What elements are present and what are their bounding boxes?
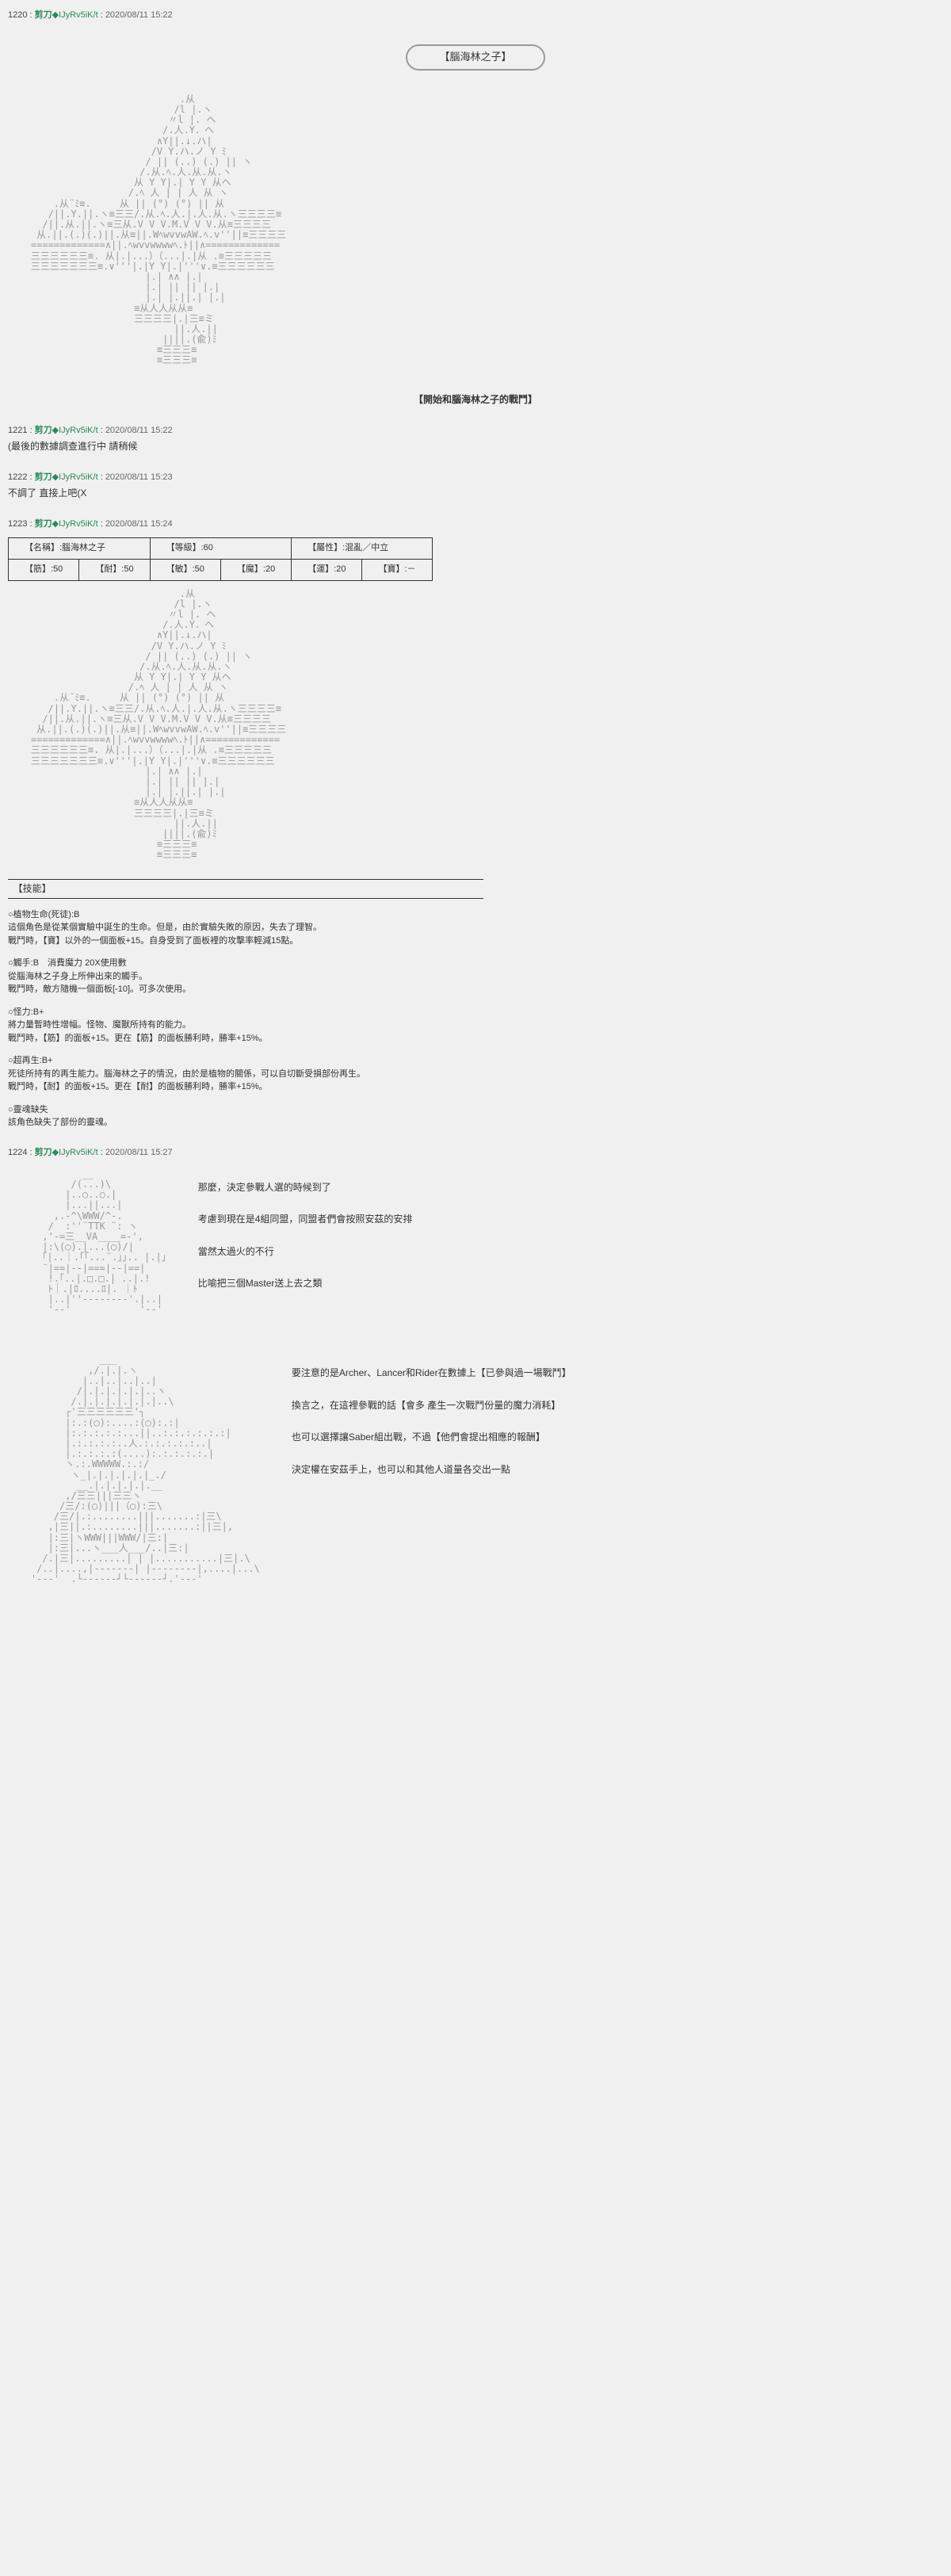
skill-4: ○超再生:B+ 死徒所持有的再生能力。腦海林之子的情況，由於是植物的關係，可以自…	[8, 1054, 943, 1094]
post-header: 1220 : 剪刀◆IJyRv5iK/t : 2020/08/11 15:22	[8, 8, 943, 21]
post-body: 【名稱】:腦海林之子 【等級】:60 【屬性】:混亂／中立 【筋】:50 【耐】…	[8, 537, 943, 1129]
post-body: (最後的數據調查進行中 請稍候	[8, 439, 943, 454]
dialogue-line: 那麼，決定參戰人選的時候到了	[198, 1177, 413, 1198]
skill-name: ○靈魂缺失	[8, 1103, 943, 1117]
ascii-art-skull-large: ___ ,/.|.|.ヽ |..|..|..|..| /|.|.|.|.|.|.…	[8, 1355, 260, 1584]
post-1223: 1223 : 剪刀◆IJyRv5iK/t : 2020/08/11 15:24 …	[8, 517, 943, 1129]
post-date: 2020/08/11 15:22	[105, 426, 173, 435]
skill-3: ○怪力:B+ 將力量暫時性增幅。怪物、魔獸所持有的能力。 戰鬥時，【筋】的面板+…	[8, 1006, 943, 1045]
skill-desc: 從腦海林之子身上所伸出來的觸手。	[8, 972, 147, 981]
skill-desc: 戰鬥時，敵方隨機一個面板[-10]。可多次使用。	[8, 984, 191, 994]
skills-header: 【技能】	[8, 879, 483, 899]
skill-2: ○觸手:B 消費魔力 20X使用數 從腦海林之子身上所伸出來的觸手。 戰鬥時，敵…	[8, 957, 943, 996]
post-trip: ◆IJyRv5iK/t	[52, 426, 98, 435]
post-body: 不調了 直接上吧(X	[8, 486, 943, 501]
post-body: 【腦海林之子】 .从 /l |.ヽ 〃l |. ヘ /.人.Y．ヘ ∧Y||.↓…	[8, 44, 943, 407]
post-name[interactable]: 剪刀	[35, 10, 52, 20]
skill-desc: 這個角色是從某個實驗中誕生的生命。但是，由於實驗失敗的原因，失去了理智。	[8, 923, 322, 932]
dialogue-text: 要注意的是Archer、Lancer和Rider在數據上【已參與過一場戰鬥】 換…	[292, 1347, 571, 1491]
post-number: 1223	[8, 519, 27, 529]
post-1221: 1221 : 剪刀◆IJyRv5iK/t : 2020/08/11 15:22 …	[8, 423, 943, 454]
skill-desc: 將力量暫時性增幅。怪物、魔獸所持有的能力。	[8, 1020, 191, 1030]
post-body: __ /(...)\ |..○..○.| |...||...| ,.-^\WWW…	[8, 1161, 943, 1593]
post-1220: 1220 : 剪刀◆IJyRv5iK/t : 2020/08/11 15:22 …	[8, 8, 943, 407]
post-date: 2020/08/11 15:27	[105, 1148, 173, 1157]
ascii-art-skull-small: __ /(...)\ |..○..○.| |...||...| ,.-^\WWW…	[8, 1169, 166, 1316]
stat-agi: 【敏】:50	[150, 560, 220, 581]
stat-level: 【等級】:60	[150, 538, 292, 560]
skill-name: ○植物生命(死徒):B	[8, 908, 943, 922]
dialogue-block-2: ___ ,/.|.|.ヽ |..|..|..|..| /|.|.|.|.|.|.…	[8, 1347, 943, 1592]
stat-str: 【筋】:50	[9, 560, 79, 581]
battle-start-text: 【開始和腦海林之子的戰鬥】	[8, 392, 943, 407]
post-number: 1222	[8, 472, 27, 482]
post-header: 1222 : 剪刀◆IJyRv5iK/t : 2020/08/11 15:23	[8, 470, 943, 483]
stats-row-1: 【名稱】:腦海林之子 【等級】:60 【屬性】:混亂／中立	[9, 538, 433, 560]
skill-name: ○觸手:B 消費魔力 20X使用數	[8, 957, 943, 970]
skill-name: ○超再生:B+	[8, 1054, 943, 1068]
title-text: 【腦海林之子】	[406, 44, 544, 71]
title-box: 【腦海林之子】	[8, 44, 943, 71]
stats-table: 【名稱】:腦海林之子 【等級】:60 【屬性】:混亂／中立 【筋】:50 【耐】…	[8, 537, 433, 580]
post-name[interactable]: 剪刀	[35, 472, 52, 482]
post-date: 2020/08/11 15:23	[105, 472, 173, 482]
stat-end: 【耐】:50	[79, 560, 150, 581]
post-name[interactable]: 剪刀	[35, 519, 52, 529]
skill-desc: 戰鬥時，【耐】的面板+15。更在【耐】的面板勝利時，勝率+15%。	[8, 1082, 268, 1091]
post-header: 1223 : 剪刀◆IJyRv5iK/t : 2020/08/11 15:24	[8, 517, 943, 529]
stat-mag: 【魔】:20	[220, 560, 291, 581]
post-number: 1224	[8, 1148, 27, 1157]
post-number: 1221	[8, 426, 27, 435]
dialogue-line: 考慮到現在是4組同盟，同盟者們會按照安茲的安排	[198, 1209, 413, 1229]
post-trip: ◆IJyRv5iK/t	[52, 1148, 98, 1157]
stats-row-2: 【筋】:50 【耐】:50 【敏】:50 【魔】:20 【運】:20 【寶】:－	[9, 560, 433, 581]
post-header: 1224 : 剪刀◆IJyRv5iK/t : 2020/08/11 15:27	[8, 1145, 943, 1158]
skills-header-text: 【技能】	[13, 883, 52, 894]
skill-1: ○植物生命(死徒):B 這個角色是從某個實驗中誕生的生命。但是，由於實驗失敗的原…	[8, 908, 943, 948]
ascii-art-tree: .从 /l |.ヽ 〃l |. ヘ /.人.Y．ヘ ∧Y||.↓.ハ| /V Y…	[8, 94, 943, 376]
post-number: 1220	[8, 10, 27, 20]
dialogue-line: 要注意的是Archer、Lancer和Rider在數據上【已參與過一場戰鬥】	[292, 1363, 571, 1383]
post-trip: ◆IJyRv5iK/t	[52, 10, 98, 20]
dialogue-block-1: __ /(...)\ |..○..○.| |...||...| ,.-^\WWW…	[8, 1161, 943, 1324]
skill-desc: 該角色缺失了部份的靈魂。	[8, 1118, 113, 1127]
post-trip: ◆IJyRv5iK/t	[52, 519, 98, 529]
stat-align: 【屬性】:混亂／中立	[292, 538, 432, 560]
skill-desc: 戰鬥時，【筋】的面板+15。更在【筋】的面板勝利時，勝率+15%。	[8, 1034, 268, 1043]
post-date: 2020/08/11 15:22	[105, 10, 173, 20]
post-1222: 1222 : 剪刀◆IJyRv5iK/t : 2020/08/11 15:23 …	[8, 470, 943, 501]
skill-desc: 戰鬥時，【寶】以外的一個面板+15。自身受到了面板裡的攻擊率輕減15點。	[8, 936, 298, 946]
post-name[interactable]: 剪刀	[35, 1148, 52, 1157]
dialogue-line: 也可以選擇讓Saber組出戰，不過【他們會提出相應的報酬】	[292, 1427, 571, 1447]
stat-np: 【寶】:－	[362, 560, 432, 581]
dialogue-line: 當然太過火的不行	[198, 1241, 413, 1262]
stat-luk: 【運】:20	[292, 560, 362, 581]
dialogue-line: 比喻把三個Master送上去之類	[198, 1273, 413, 1294]
skill-5: ○靈魂缺失 該角色缺失了部份的靈魂。	[8, 1103, 943, 1129]
post-1224: 1224 : 剪刀◆IJyRv5iK/t : 2020/08/11 15:27 …	[8, 1145, 943, 1593]
dialogue-line: 決定權在安茲手上，也可以和其他人道量各交出一點	[292, 1459, 571, 1480]
dialogue-line: 換言之，在這裡參戰的話【會多 產生一次戰鬥份量的魔力消耗】	[292, 1395, 571, 1416]
post-date: 2020/08/11 15:24	[105, 519, 173, 529]
stat-name: 【名稱】:腦海林之子	[9, 538, 151, 560]
post-trip: ◆IJyRv5iK/t	[52, 472, 98, 482]
post-name[interactable]: 剪刀	[35, 426, 52, 435]
post-header: 1221 : 剪刀◆IJyRv5iK/t : 2020/08/11 15:22	[8, 423, 943, 436]
dialogue-text: 那麼，決定參戰人選的時候到了 考慮到現在是4組同盟，同盟者們會按照安茲的安排 當…	[198, 1161, 413, 1305]
skill-desc: 死徒所持有的再生能力。腦海林之子的情況，由於是植物的關係，可以自切斷受損部份再生…	[8, 1069, 365, 1079]
ascii-art-tree-2: .从 /l |.ヽ 〃l |. ヘ /.人.Y．ヘ ∧Y||.↓.ハ| /V Y…	[8, 589, 943, 871]
skill-name: ○怪力:B+	[8, 1006, 943, 1019]
